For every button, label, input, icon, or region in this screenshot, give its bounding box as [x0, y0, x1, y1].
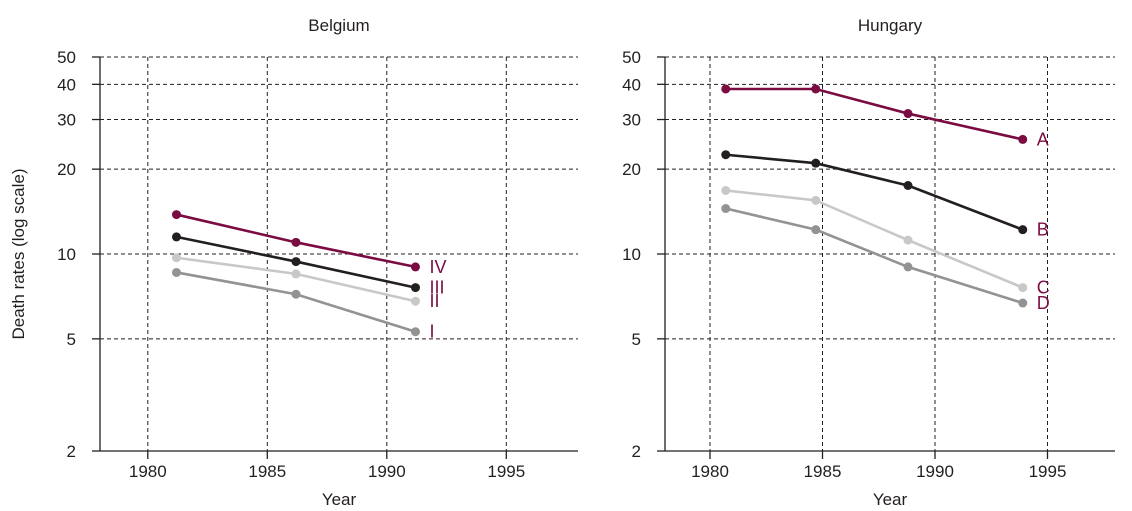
data-point: [811, 84, 821, 94]
chart-panel-belgium: Belgium 2 5 10 20 30 40 50 1980 1985 1990 1995 Year I…: [57, 16, 578, 509]
data-point: [1018, 298, 1028, 308]
x-axis-label: Year: [322, 490, 357, 509]
x-tick-label: 1990: [368, 462, 406, 481]
data-point: [410, 262, 420, 272]
x-tick-label: 1985: [804, 462, 842, 481]
series-label: C: [1037, 278, 1050, 298]
series-line-d: [725, 207, 1024, 305]
x-axis-label: Year: [873, 490, 908, 509]
series-label: II: [429, 291, 439, 311]
y-tick-label: 20: [57, 160, 76, 179]
data-point: [1018, 283, 1028, 293]
data-point: [721, 84, 731, 94]
series-label: D: [1037, 293, 1050, 313]
data-point: [811, 225, 821, 235]
series-label: IV: [429, 257, 446, 277]
series-line-c: [725, 189, 1024, 289]
x-tick-label: 1995: [487, 462, 525, 481]
y-tick-label: 40: [622, 75, 641, 94]
chart-panel-hungary: Hungary 2 5 10 20 30 40 50 1980 1985 1990 1995 Year D…: [622, 16, 1115, 509]
data-point: [811, 158, 821, 168]
y-tick-label: 50: [57, 48, 76, 67]
y-tick-label: 30: [622, 111, 641, 130]
data-point: [721, 204, 731, 214]
y-tick-label: 30: [57, 111, 76, 130]
x-tick-label: 1985: [248, 462, 286, 481]
y-tick-label: 40: [57, 75, 76, 94]
data-point: [721, 150, 731, 160]
data-point: [410, 283, 420, 293]
data-point: [291, 269, 301, 279]
series-label: III: [429, 278, 444, 298]
y-tick-label: 5: [632, 330, 641, 349]
data-point: [1018, 225, 1028, 235]
series-line-a: [725, 87, 1024, 141]
x-tick-label: 1990: [916, 462, 954, 481]
series-label: A: [1037, 129, 1049, 149]
data-point: [291, 289, 301, 299]
y-tick-label: 2: [67, 442, 76, 461]
y-tick-label: 20: [622, 160, 641, 179]
chart-title: Hungary: [858, 16, 923, 35]
series-line-i: [176, 271, 416, 333]
x-tick-label: 1980: [691, 462, 729, 481]
y-tick-label: 50: [622, 48, 641, 67]
x-tick-label: 1980: [129, 462, 167, 481]
series-label: I: [429, 322, 434, 342]
y-tick-label: 10: [622, 245, 641, 264]
data-point: [903, 262, 913, 272]
data-point: [903, 181, 913, 191]
data-point: [410, 296, 420, 306]
data-point: [171, 267, 181, 277]
y-tick-label: 10: [57, 245, 76, 264]
data-point: [171, 253, 181, 263]
data-point: [171, 232, 181, 242]
data-point: [291, 257, 301, 267]
data-point: [721, 185, 731, 195]
y-axis-label: Death rates (log scale): [9, 168, 28, 339]
series-line-b: [725, 153, 1024, 231]
data-point: [903, 109, 913, 119]
data-point: [410, 327, 420, 337]
chart-title: Belgium: [308, 16, 369, 35]
x-tick-label: 1995: [1029, 462, 1067, 481]
data-point: [291, 237, 301, 247]
data-point: [811, 195, 821, 205]
data-point: [1018, 134, 1028, 144]
y-tick-label: 2: [632, 442, 641, 461]
y-tick-label: 5: [67, 330, 76, 349]
data-point: [903, 235, 913, 245]
data-point: [171, 210, 181, 220]
series-label: B: [1037, 220, 1049, 240]
